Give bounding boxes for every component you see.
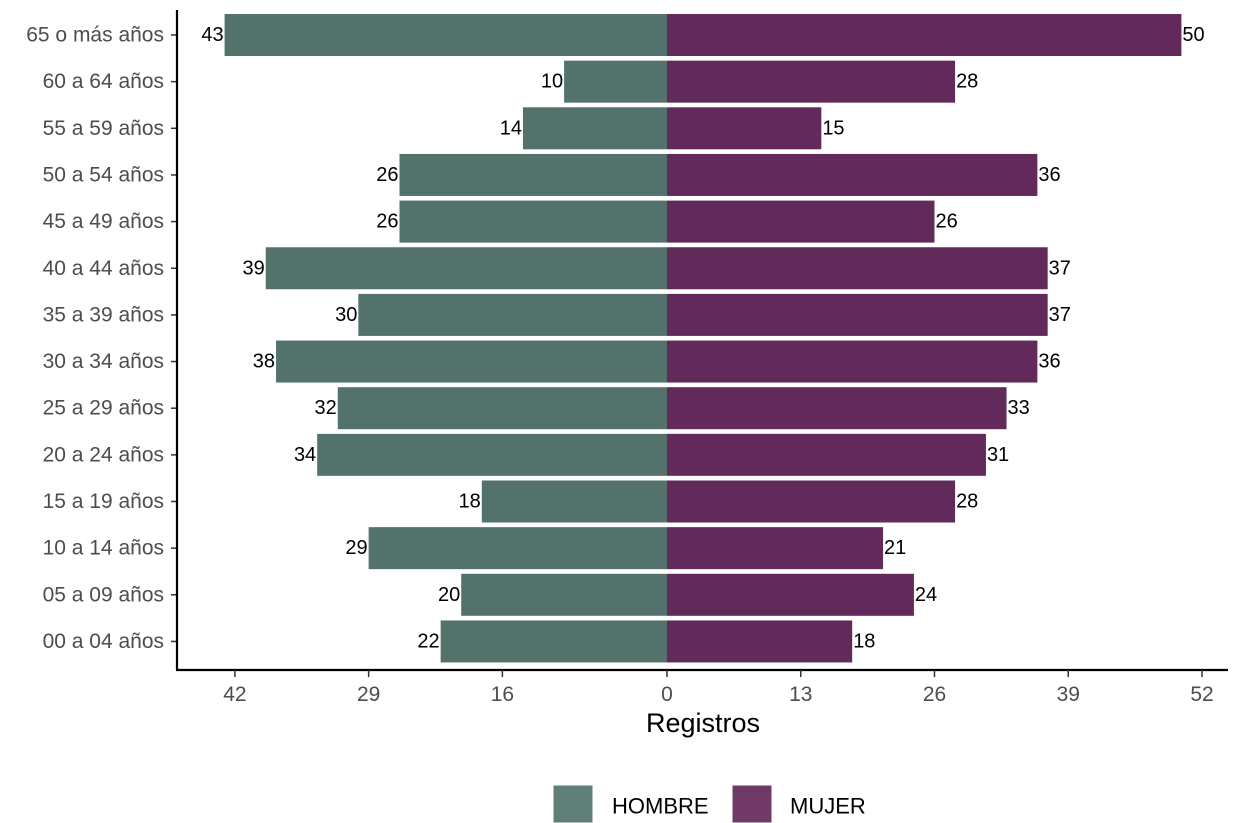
value-labels-layer: 43 50 10 28 14 15 26 36 26 26 39 37 30 37 38 36 32 33 34 31… [201, 24, 1204, 652]
bar-hombre-3 [399, 153, 667, 196]
value-label-mujer-0: 50 [1182, 24, 1204, 46]
category-label-5: 40 a 44 años [43, 257, 164, 280]
bar-hombre-9 [317, 433, 667, 476]
legend-label-hombre: HOMBRE [612, 794, 709, 819]
value-label-mujer-1: 28 [956, 71, 978, 93]
bar-hombre-4 [399, 200, 667, 243]
x-tick-label-2: 16 [491, 683, 514, 706]
value-label-hombre-13: 22 [417, 630, 439, 652]
bar-mujer-8 [667, 387, 1007, 430]
value-label-hombre-2: 14 [500, 117, 522, 139]
value-label-mujer-13: 18 [853, 630, 875, 652]
value-label-hombre-9: 34 [294, 444, 316, 466]
value-label-mujer-7: 36 [1038, 351, 1060, 373]
value-label-hombre-7: 38 [253, 351, 275, 373]
value-label-hombre-6: 30 [335, 304, 357, 326]
value-label-hombre-3: 26 [376, 164, 398, 186]
bar-mujer-13 [667, 620, 853, 663]
value-label-mujer-6: 37 [1049, 304, 1071, 326]
category-label-9: 20 a 24 años [43, 443, 164, 466]
bar-mujer-1 [667, 60, 956, 103]
value-label-mujer-2: 15 [822, 117, 844, 139]
bar-mujer-3 [667, 153, 1038, 196]
value-label-hombre-5: 39 [243, 257, 265, 279]
value-label-mujer-11: 21 [884, 537, 906, 559]
category-label-10: 15 a 19 años [43, 490, 164, 513]
category-label-12: 05 a 09 años [43, 583, 164, 606]
category-label-6: 35 a 39 años [43, 303, 164, 326]
bar-mujer-10 [667, 480, 956, 523]
bar-mujer-12 [667, 573, 914, 616]
value-label-hombre-4: 26 [376, 211, 398, 233]
bar-hombre-10 [481, 480, 667, 523]
legend-swatch-mujer [731, 784, 773, 823]
bar-hombre-6 [358, 293, 667, 336]
x-tick-label-1: 29 [357, 683, 380, 706]
value-label-mujer-9: 31 [987, 444, 1009, 466]
x-tick-label-0: 42 [223, 683, 246, 706]
x-axis-title: Registros [646, 708, 760, 738]
bar-hombre-12 [461, 573, 667, 616]
value-label-hombre-1: 10 [541, 71, 563, 93]
bar-mujer-0 [667, 14, 1182, 56]
value-label-mujer-8: 33 [1008, 397, 1030, 419]
value-label-hombre-0: 43 [201, 24, 223, 46]
category-label-0: 65 o más años [26, 24, 164, 47]
x-tick-label-7: 52 [1190, 683, 1213, 706]
value-label-mujer-12: 24 [915, 584, 937, 606]
y-axis: 65 o más años 60 a 64 años 55 a 59 años 50 … [26, 10, 179, 670]
bar-hombre-7 [276, 340, 667, 383]
bar-mujer-4 [667, 200, 935, 243]
legend-swatch-hombre [552, 784, 594, 823]
category-label-2: 55 a 59 años [43, 117, 164, 140]
x-tick-label-6: 39 [1057, 683, 1080, 706]
bar-hombre-11 [368, 527, 667, 570]
bar-mujer-6 [667, 293, 1048, 336]
category-label-3: 50 a 54 años [43, 163, 164, 186]
legend-label-mujer: MUJER [790, 794, 866, 819]
bar-hombre-0 [224, 14, 667, 56]
bar-mujer-7 [667, 340, 1038, 383]
bars-layer [224, 14, 1182, 663]
value-label-mujer-5: 37 [1049, 257, 1071, 279]
category-label-4: 45 a 49 años [43, 210, 164, 233]
legend: HOMBRE MUJER [552, 784, 866, 823]
value-label-mujer-10: 28 [956, 491, 978, 513]
category-label-8: 25 a 29 años [43, 397, 164, 420]
bar-mujer-5 [667, 247, 1048, 290]
value-label-mujer-3: 36 [1038, 164, 1060, 186]
bar-hombre-5 [265, 247, 667, 290]
bar-hombre-2 [522, 107, 667, 150]
x-axis: 42 29 16 0 13 26 39 52 [176, 668, 1228, 706]
x-tick-label-4: 13 [789, 683, 812, 706]
category-label-11: 10 a 14 años [43, 537, 164, 560]
bar-hombre-1 [564, 60, 667, 103]
bar-mujer-11 [667, 527, 884, 570]
value-label-hombre-12: 20 [438, 584, 460, 606]
category-label-13: 00 a 04 años [43, 630, 164, 653]
category-label-7: 30 a 34 años [43, 350, 164, 373]
value-label-hombre-11: 29 [345, 537, 367, 559]
value-label-mujer-4: 26 [936, 211, 958, 233]
x-tick-label-3: 0 [661, 683, 673, 706]
x-tick-label-5: 26 [923, 683, 946, 706]
bar-hombre-8 [337, 387, 667, 430]
value-label-hombre-8: 32 [315, 397, 337, 419]
value-label-hombre-10: 18 [459, 491, 481, 513]
bar-mujer-2 [667, 107, 822, 150]
bar-hombre-13 [440, 620, 667, 663]
bar-mujer-9 [667, 433, 986, 476]
category-label-1: 60 a 64 años [43, 70, 164, 93]
